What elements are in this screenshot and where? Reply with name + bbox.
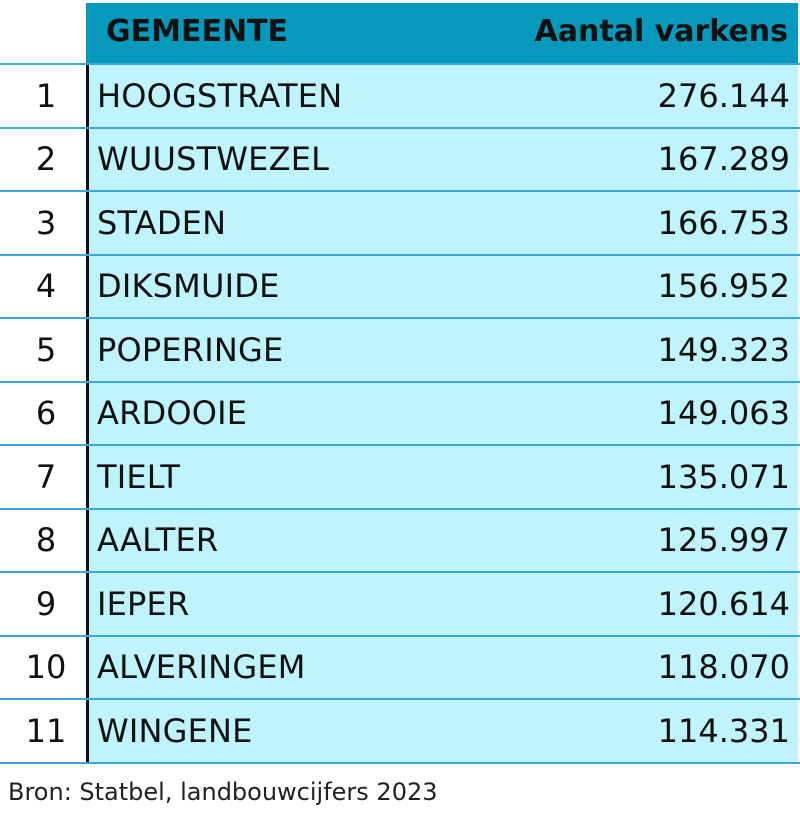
table-row: 11 WINGENE 114.331 [0,698,800,764]
table-body: 1 HOOGSTRATEN 276.144 2 WUUSTWEZEL 167.289 3 ST… [0,63,800,764]
row-gemeente: TIELT [97,457,181,496]
row-cells: HOOGSTRATEN 276.144 [86,65,798,127]
row-gemeente: AALTER [97,521,219,560]
source-note: Bron: Statbel, landbouwcijfers 2023 [8,778,438,806]
row-cells: WUUSTWEZEL 167.289 [86,128,798,190]
row-rank: 9 [0,573,86,635]
row-gemeente: STADEN [97,203,227,242]
row-cells: AALTER 125.997 [86,509,798,571]
table-row: 5 POPERINGE 149.323 [0,317,800,381]
row-gemeente: WINGENE [97,711,253,750]
row-cells: ARDOOIE 149.063 [86,382,798,444]
row-aantal-varkens: 118.070 [657,648,790,687]
row-cells: DIKSMUIDE 156.952 [86,255,798,317]
row-rank: 3 [0,192,86,254]
table-row: 8 AALTER 125.997 [0,507,800,571]
row-aantal-varkens: 156.952 [657,267,790,306]
row-gemeente: IEPER [97,584,190,623]
row-gemeente: ALVERINGEM [97,648,306,687]
row-rank: 5 [0,319,86,381]
header-gemeente: GEMEENTE [106,14,289,49]
table-row: 4 DIKSMUIDE 156.952 [0,253,800,317]
header-cell: GEMEENTE Aantal varkens [86,3,798,63]
row-rank: 11 [0,700,86,762]
row-aantal-varkens: 149.323 [657,330,790,369]
table-row: 6 ARDOOIE 149.063 [0,380,800,444]
row-cells: WINGENE 114.331 [86,700,798,762]
row-aantal-varkens: 125.997 [657,521,790,560]
row-gemeente: POPERINGE [97,330,284,369]
row-aantal-varkens: 276.144 [657,76,790,115]
row-aantal-varkens: 135.071 [657,457,790,496]
row-cells: POPERINGE 149.323 [86,319,798,381]
header-aantal-varkens: Aantal varkens [534,14,788,49]
row-gemeente: DIKSMUIDE [97,267,280,306]
row-aantal-varkens: 120.614 [657,584,790,623]
row-rank: 6 [0,382,86,444]
row-rank: 8 [0,509,86,571]
row-aantal-varkens: 149.063 [657,394,790,433]
table-row: 3 STADEN 166.753 [0,190,800,254]
table-row: 1 HOOGSTRATEN 276.144 [0,63,800,127]
row-gemeente: WUUSTWEZEL [97,140,330,179]
table-row: 2 WUUSTWEZEL 167.289 [0,126,800,190]
row-rank: 2 [0,128,86,190]
table-header: GEMEENTE Aantal varkens [0,0,800,63]
row-gemeente: HOOGSTRATEN [97,76,343,115]
row-cells: TIELT 135.071 [86,446,798,508]
row-cells: ALVERINGEM 118.070 [86,636,798,698]
row-aantal-varkens: 114.331 [657,711,790,750]
table-row: 7 TIELT 135.071 [0,444,800,508]
row-rank: 1 [0,65,86,127]
pig-count-table: GEMEENTE Aantal varkens 1 HOOGSTRATEN 276.… [0,0,800,764]
row-rank: 4 [0,255,86,317]
row-rank: 10 [0,636,86,698]
row-cells: IEPER 120.614 [86,573,798,635]
row-aantal-varkens: 166.753 [657,203,790,242]
row-cells: STADEN 166.753 [86,192,798,254]
table-row: 9 IEPER 120.614 [0,571,800,635]
table-row: 10 ALVERINGEM 118.070 [0,634,800,698]
row-aantal-varkens: 167.289 [657,140,790,179]
row-rank: 7 [0,446,86,508]
row-gemeente: ARDOOIE [97,394,248,433]
